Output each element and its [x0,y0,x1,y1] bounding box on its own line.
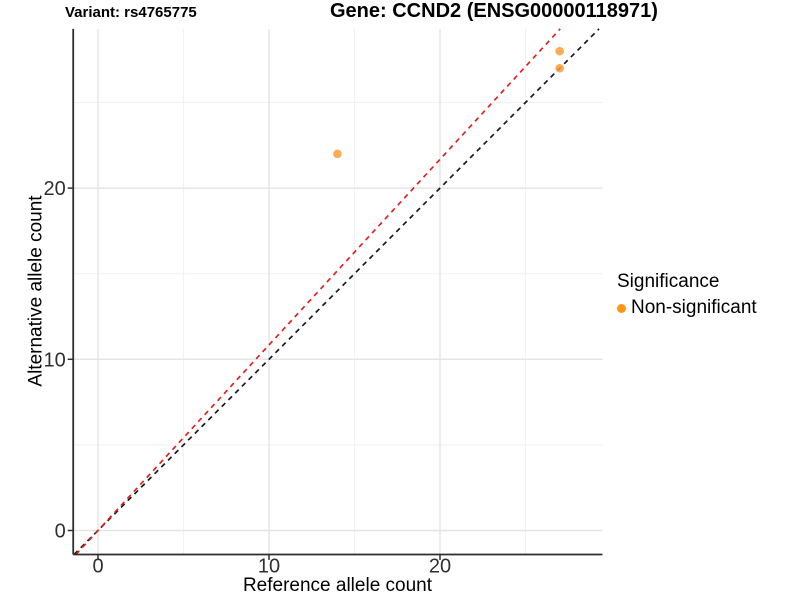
non-significant-dot-icon [617,303,626,313]
x-axis-title: Reference allele count [242,575,433,596]
legend-item-label: Non-significant [631,296,757,318]
x-tick-label: 20 [429,556,451,578]
variant-title: Variant: rs4765775 [65,4,197,21]
legend-item-non-significant: Non-significant [617,297,757,320]
y-tick-label: 10 [43,349,65,371]
x-tick-label: 10 [258,556,280,578]
identity-dashed-line [73,28,600,556]
y-tick-label: 0 [55,521,66,543]
data-point [555,46,564,56]
data-point [333,149,342,159]
fitted-dashed-line [75,28,561,556]
y-tick-label: 20 [43,178,65,200]
gene-title: Gene: CCND2 (ENSG00000118971) [330,0,658,22]
legend: Significance Non-significant [617,271,757,320]
data-point [555,63,564,73]
x-tick-label: 0 [92,556,103,578]
legend-title: Significance [617,271,720,292]
